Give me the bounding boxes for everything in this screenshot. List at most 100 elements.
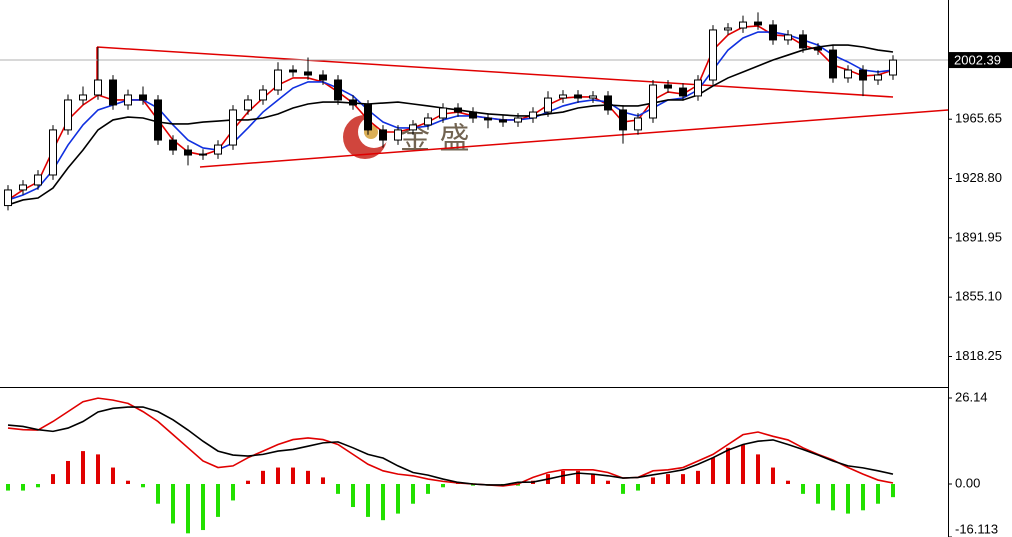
candle-body: [589, 95, 597, 99]
current-price-label: 2002.39: [954, 52, 1001, 67]
candle-body: [409, 124, 417, 131]
histogram-bar: [36, 483, 40, 488]
histogram-bar: [276, 467, 280, 484]
candle-body: [514, 117, 522, 123]
histogram-bar: [846, 483, 850, 514]
histogram-bar: [111, 467, 115, 484]
histogram-bar: [561, 470, 565, 484]
candle-body: [619, 109, 627, 131]
histogram-bar: [246, 480, 250, 484]
histogram-bar: [606, 480, 610, 484]
y-tick-label: 0.00: [955, 475, 980, 490]
histogram-bar: [861, 483, 865, 511]
histogram-bar: [831, 483, 835, 511]
candle-body: [394, 129, 402, 141]
candle-body: [184, 149, 192, 156]
histogram-bar: [411, 483, 415, 504]
histogram-bar: [786, 480, 790, 484]
histogram-bar: [696, 470, 700, 484]
histogram-bar: [231, 483, 235, 501]
y-tick-label: -16.113: [955, 521, 998, 536]
candle-body: [124, 94, 132, 106]
candle-body: [499, 119, 507, 123]
histogram-bar: [261, 470, 265, 484]
current-price-box: [949, 52, 1012, 69]
histogram-bar: [291, 467, 295, 484]
candle-body: [64, 99, 72, 131]
candle-body: [364, 104, 372, 131]
candle-body: [544, 97, 552, 113]
candle-body: [829, 49, 837, 79]
histogram-bar: [216, 483, 220, 517]
candle-body: [34, 174, 42, 186]
histogram-bar: [651, 477, 655, 484]
candle-body: [874, 74, 882, 81]
histogram-bar: [306, 470, 310, 484]
histogram-bar: [156, 483, 160, 504]
indicator-line: [7, 406, 894, 486]
histogram-bar: [666, 474, 670, 484]
histogram-bar: [591, 474, 595, 484]
indicator-line: [7, 397, 894, 487]
y-tick-label: 26.14: [955, 389, 988, 404]
candle-body: [229, 109, 237, 146]
histogram-bar: [636, 483, 640, 491]
histogram-bar: [891, 483, 895, 498]
y-tick-label: 1965.65: [955, 111, 1002, 126]
histogram-bar: [471, 483, 475, 486]
histogram-bar: [351, 483, 355, 508]
candle-body: [859, 69, 867, 81]
histogram-bar: [801, 483, 805, 494]
candle-body: [709, 29, 717, 81]
candle-body: [214, 144, 222, 155]
candle-body: [4, 189, 12, 207]
histogram-bar: [171, 483, 175, 524]
trend-line: [199, 109, 949, 168]
histogram-bar: [51, 474, 55, 484]
candle-body: [379, 129, 387, 141]
histogram-bar: [96, 454, 100, 484]
candle-body: [769, 24, 777, 41]
candle-body: [739, 21, 747, 29]
candle-body: [349, 99, 357, 106]
histogram-bar: [516, 483, 520, 486]
candle-body: [79, 94, 87, 101]
histogram-bar: [21, 483, 25, 491]
histogram-bar: [741, 444, 745, 484]
y-tick-label: 1928.80: [955, 170, 1002, 185]
histogram-bar: [816, 483, 820, 504]
histogram-bar: [321, 477, 325, 484]
histogram-bar: [426, 483, 430, 494]
candle-body: [289, 69, 297, 73]
candle-body: [679, 87, 687, 97]
trend-line: [96, 46, 894, 98]
candle-body: [784, 34, 792, 41]
y-tick-label: 1818.25: [955, 348, 1002, 363]
candle-body: [199, 153, 207, 156]
histogram-bar: [126, 480, 130, 484]
trend-lines: [96, 46, 949, 168]
histogram-bar: [336, 483, 340, 494]
candle-body: [649, 84, 657, 119]
candles: [4, 12, 897, 211]
candle-body: [604, 95, 612, 111]
histogram-bar: [441, 483, 445, 488]
candle-body: [319, 74, 327, 81]
histogram-bar: [711, 457, 715, 484]
histogram-bar: [6, 483, 10, 491]
candle-body: [724, 27, 732, 31]
candle-body: [634, 117, 642, 131]
histogram-bar: [681, 474, 685, 484]
histogram-bar: [366, 483, 370, 517]
candle-body: [259, 89, 267, 101]
candle-body: [814, 47, 822, 51]
candle-body: [754, 21, 762, 26]
candle-body: [139, 94, 147, 101]
candle-body: [424, 117, 432, 126]
candle-body: [559, 94, 567, 99]
histogram-bar: [621, 483, 625, 494]
candle-body: [304, 71, 312, 76]
histogram-bar: [576, 470, 580, 484]
